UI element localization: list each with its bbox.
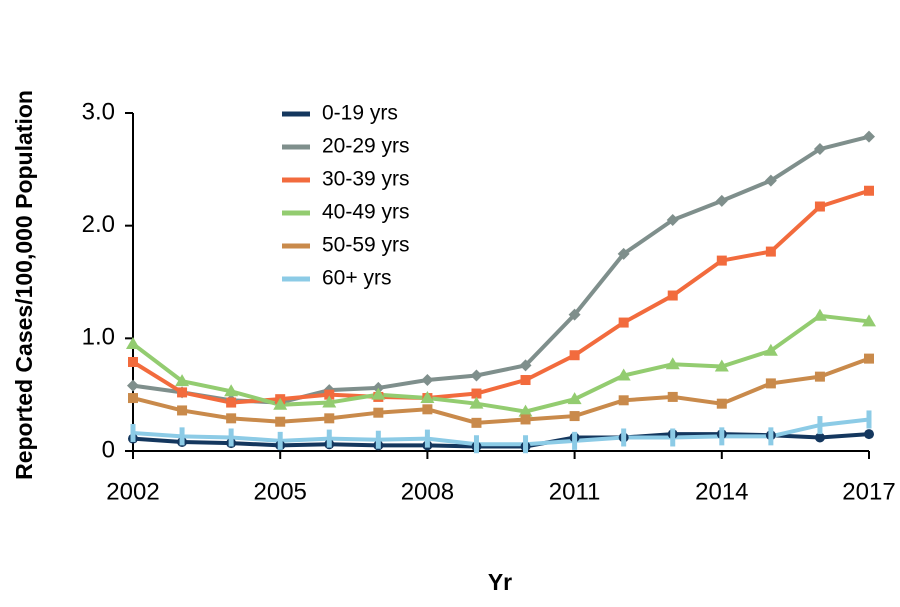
y-tick-label: 1.0 (82, 324, 115, 351)
point (375, 430, 381, 449)
point (814, 371, 825, 382)
point (817, 416, 823, 435)
point (864, 429, 874, 440)
series-line (132, 134, 870, 405)
point (520, 375, 531, 386)
point (768, 427, 774, 446)
x-tick-label: 2014 (695, 478, 748, 505)
point (519, 359, 532, 372)
point (226, 397, 237, 408)
x-axis-label: Yr (488, 569, 512, 595)
x-tick-label: 2011 (549, 478, 601, 505)
point (665, 357, 680, 370)
point (421, 374, 434, 387)
point (420, 391, 435, 404)
point (666, 214, 679, 227)
point (228, 428, 234, 447)
point (716, 398, 727, 409)
point (572, 431, 578, 450)
point (177, 387, 188, 398)
point (618, 317, 629, 328)
point (324, 413, 335, 424)
point (130, 423, 136, 442)
legend-label: 30-39 yrs (322, 168, 410, 191)
legend-label: 50-59 yrs (322, 234, 410, 257)
point (224, 384, 239, 397)
point (863, 130, 875, 143)
point (128, 356, 138, 367)
point (275, 416, 286, 427)
legend-label: 20-29 yrs (322, 135, 410, 158)
point (864, 185, 874, 196)
x-tick-label: 2005 (254, 478, 307, 505)
point (667, 290, 678, 301)
point (424, 429, 430, 448)
point (371, 387, 386, 400)
series-line (131, 188, 870, 405)
point (714, 359, 729, 372)
point (128, 393, 138, 404)
point (523, 435, 529, 454)
point (473, 435, 479, 454)
point (126, 336, 140, 349)
point (471, 417, 482, 428)
point (670, 428, 676, 447)
x-tick-label: 2008 (401, 478, 454, 505)
point (764, 174, 777, 187)
point (716, 255, 727, 266)
point (470, 369, 483, 382)
point (765, 246, 776, 257)
point (719, 427, 725, 446)
point (617, 247, 630, 260)
point (618, 395, 629, 406)
y-tick-label: 2.0 (82, 211, 115, 238)
point (567, 392, 582, 405)
point (520, 414, 531, 425)
y-tick-label: 0 (102, 436, 115, 463)
point (422, 404, 433, 415)
point (179, 427, 185, 446)
point (322, 395, 337, 408)
point (471, 388, 482, 399)
point (373, 407, 384, 418)
series-line (131, 313, 870, 414)
point (812, 308, 827, 321)
legend-label: 60+ yrs (322, 267, 391, 290)
point (715, 194, 728, 207)
point (277, 431, 283, 450)
point (763, 343, 778, 356)
y-axis-label: Reported Cases/100,000 Population (11, 90, 37, 480)
point (765, 378, 776, 389)
series-line (132, 356, 870, 425)
legend-label: 40-49 yrs (322, 201, 410, 224)
series-line (132, 417, 870, 447)
point (273, 397, 288, 410)
point (177, 405, 188, 416)
legend-label: 0-19 yrs (322, 102, 398, 125)
point (226, 413, 237, 424)
point (324, 389, 335, 400)
point (866, 410, 872, 429)
x-tick-label: 2002 (106, 478, 159, 505)
point (864, 353, 874, 364)
point (469, 396, 484, 409)
point (667, 391, 678, 402)
point (569, 350, 580, 361)
point (616, 368, 631, 381)
point (127, 379, 139, 392)
point (621, 428, 627, 447)
point (569, 411, 580, 422)
point (814, 201, 825, 212)
x-tick-label: 2017 (842, 478, 895, 505)
point (518, 404, 533, 417)
point (175, 374, 190, 387)
point (814, 432, 825, 443)
point (568, 308, 581, 321)
point (813, 143, 826, 156)
point (326, 429, 332, 448)
y-tick-label: 3.0 (82, 98, 115, 125)
point (862, 314, 876, 327)
